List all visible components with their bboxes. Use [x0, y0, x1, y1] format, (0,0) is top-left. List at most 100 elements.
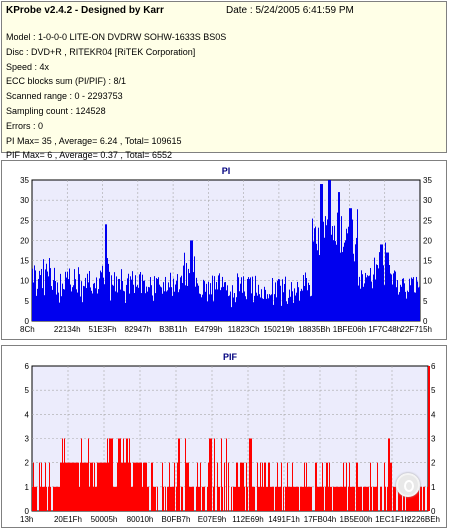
data-bar — [366, 486, 367, 511]
y-tick-label-left: 1 — [25, 483, 30, 492]
data-bar — [213, 486, 214, 511]
x-tick-label: 2226BEh — [407, 515, 440, 524]
data-bar — [360, 288, 361, 321]
data-bar — [48, 486, 49, 511]
data-bar — [292, 291, 293, 321]
data-bar — [357, 462, 358, 511]
data-bar — [399, 486, 400, 511]
data-bar — [39, 270, 40, 321]
data-bar — [214, 276, 215, 321]
data-bar — [156, 278, 157, 321]
data-bar — [203, 279, 204, 321]
data-bar — [109, 271, 110, 321]
x-tick-label: 1491F1h — [268, 515, 300, 524]
data-bar — [316, 462, 317, 511]
y-tick-label-right: 0 — [423, 317, 428, 326]
data-bar — [352, 486, 353, 511]
data-bar — [43, 259, 44, 321]
data-bar — [105, 224, 106, 321]
data-bar — [75, 462, 76, 511]
data-bar — [374, 486, 375, 511]
data-bar — [46, 263, 47, 321]
data-bar — [123, 438, 124, 511]
data-bar — [269, 294, 270, 321]
data-bar — [127, 278, 128, 321]
data-bar — [119, 438, 120, 511]
data-bar — [45, 462, 46, 511]
data-bar — [161, 287, 162, 321]
data-bar — [286, 301, 287, 321]
data-bar — [356, 237, 357, 321]
data-bar — [192, 240, 193, 321]
data-bar — [105, 462, 106, 511]
data-bar — [242, 462, 243, 511]
data-bar — [148, 286, 149, 321]
data-bar — [308, 486, 309, 511]
data-bar — [255, 275, 256, 321]
data-bar — [366, 277, 367, 321]
data-bar — [61, 296, 62, 321]
data-bar — [237, 462, 238, 511]
data-bar — [410, 285, 411, 321]
data-bar — [259, 294, 260, 321]
data-bar — [373, 486, 374, 511]
data-bar — [388, 252, 389, 321]
y-tick-label-left: 6 — [25, 362, 30, 371]
data-bar — [210, 438, 211, 511]
data-bar — [260, 297, 261, 321]
data-bar — [301, 486, 302, 511]
data-bar — [206, 283, 207, 321]
data-bar — [363, 286, 364, 321]
data-bar — [202, 486, 203, 511]
data-bar — [336, 244, 337, 321]
data-bar — [231, 307, 232, 321]
data-bar — [77, 292, 78, 321]
data-bar — [59, 302, 60, 321]
y-tick-label-left: 5 — [25, 297, 30, 306]
data-bar — [300, 486, 301, 511]
data-bar — [69, 268, 70, 321]
data-bar — [223, 286, 224, 321]
chart-title: PIF — [223, 352, 238, 362]
data-bar — [138, 462, 139, 511]
info-sampling-count: Sampling count : 124528 — [6, 105, 106, 116]
data-bar — [117, 462, 118, 511]
data-bar — [282, 279, 283, 321]
data-bar — [59, 486, 60, 511]
data-bar — [50, 486, 51, 511]
x-tick-label: 11823Ch — [228, 325, 260, 334]
data-bar — [158, 277, 159, 321]
data-bar — [202, 294, 203, 321]
data-bar — [107, 258, 108, 321]
data-bar — [315, 226, 316, 321]
y-tick-label-right: 25 — [423, 216, 432, 225]
data-bar — [296, 486, 297, 511]
data-bar — [385, 242, 386, 321]
data-bar — [204, 486, 205, 511]
data-bar — [142, 486, 143, 511]
y-tick-label-left: 3 — [25, 435, 30, 444]
data-bar — [168, 282, 169, 321]
data-bar — [49, 462, 50, 511]
data-bar — [221, 287, 222, 321]
data-bar — [357, 209, 358, 321]
data-bar — [137, 462, 138, 511]
data-bar — [258, 284, 259, 321]
data-bar — [324, 237, 325, 321]
data-bar — [317, 486, 318, 511]
x-tick-label: 1F7C48h — [368, 325, 401, 334]
data-bar — [339, 192, 340, 321]
data-bar — [45, 269, 46, 321]
data-bar — [348, 226, 349, 321]
data-bar — [330, 180, 331, 321]
data-bar — [103, 277, 104, 321]
data-bar — [159, 284, 160, 321]
data-bar — [234, 293, 235, 321]
data-bar — [285, 486, 286, 511]
data-bar — [189, 486, 190, 511]
data-bar — [63, 288, 64, 321]
data-bar — [298, 287, 299, 321]
data-bar — [238, 486, 239, 511]
data-bar — [42, 486, 43, 511]
data-bar — [231, 486, 232, 511]
